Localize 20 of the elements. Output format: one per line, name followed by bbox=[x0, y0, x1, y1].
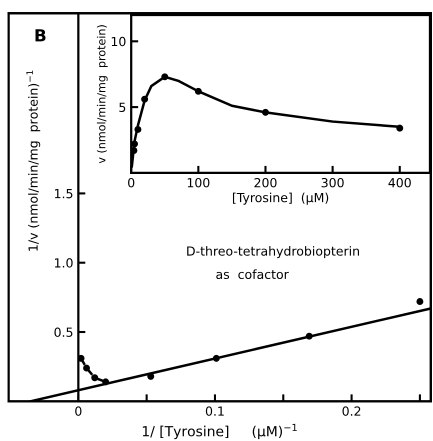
x-axis-title: 1/ [Tyrosine] (μM)$^{−1}$ bbox=[142, 424, 297, 440]
y-axis-title: 1/v (nmol/min/mg protein)$^{−1}$ bbox=[26, 70, 40, 251]
y-tick-label: 0.5 bbox=[54, 327, 72, 337]
annotation: D-threo-tetrahydrobiopterin bbox=[187, 246, 359, 258]
y-tick-label: 1.5 bbox=[54, 189, 72, 198]
x-tick-label: 100 bbox=[188, 178, 210, 188]
x-tick-label: 0 bbox=[128, 178, 134, 188]
x-tick-label: 300 bbox=[322, 178, 344, 188]
x-tick-label: 200 bbox=[254, 178, 277, 188]
y-tick-label: 5 bbox=[119, 102, 126, 112]
y-tick-label: 1.0 bbox=[54, 258, 73, 268]
x-tick-label: 0.1 bbox=[206, 406, 224, 416]
x-axis-title: [Tyrosine] (μM) bbox=[232, 192, 328, 205]
x-tick-label: 0 bbox=[75, 406, 82, 416]
x-tick-label: 400 bbox=[388, 178, 411, 188]
y-tick-label: 10 bbox=[112, 36, 126, 46]
x-tick-label: 0.2 bbox=[342, 406, 360, 416]
y-axis-title: v (nmol/min/mg protein) bbox=[96, 25, 108, 164]
annotation: as cofactor bbox=[216, 269, 289, 280]
annotation: B bbox=[36, 29, 46, 42]
